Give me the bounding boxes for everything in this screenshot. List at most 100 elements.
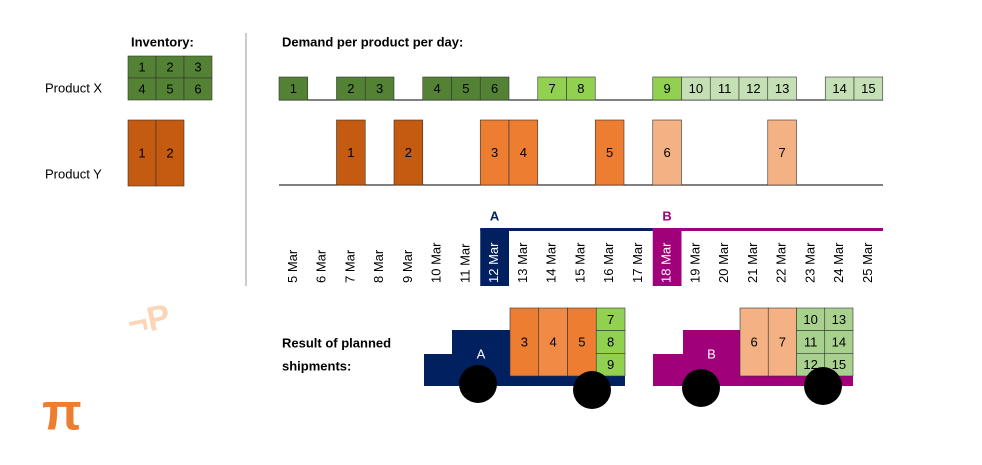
inventory-cell-label: 2 — [166, 145, 173, 160]
cargo-cell-label: 15 — [832, 357, 846, 372]
demand-x-label: 7 — [549, 81, 556, 96]
cargo-cell-label: 7 — [779, 334, 786, 349]
demand-x-label: 2 — [347, 81, 354, 96]
day-label: 6 Mar — [314, 249, 329, 283]
demand-x — [566, 76, 596, 101]
demand-y-label: 4 — [520, 145, 527, 160]
demand-x — [767, 76, 797, 101]
cargo-cell-label: 3 — [521, 334, 528, 349]
day-label: 14 Mar — [544, 242, 559, 283]
cargo-cell-label: 4 — [550, 334, 557, 349]
demand-y-label: 1 — [347, 145, 354, 160]
inventory-cell-label: 4 — [138, 81, 145, 96]
result-title: Result of planned — [282, 335, 391, 350]
product-label: Product X — [45, 80, 102, 95]
day-label: 23 Mar — [802, 242, 817, 283]
demand-y — [393, 119, 424, 186]
cargo-cell-label: 7 — [607, 312, 614, 327]
inventory-cell-label: 3 — [194, 59, 201, 74]
cargo-cell — [739, 307, 769, 377]
inventory-cell — [183, 77, 213, 101]
demand-x-label: 1 — [290, 81, 297, 96]
day-label: 8 Mar — [371, 249, 386, 283]
demand-x-label: 5 — [462, 81, 469, 96]
cargo-cell — [595, 353, 626, 377]
wheel — [682, 369, 720, 407]
demand-y — [479, 119, 510, 186]
cargo-cell-label: 6 — [751, 334, 758, 349]
day-label: 10 Mar — [429, 242, 444, 283]
day-label: 17 Mar — [630, 242, 645, 283]
shipment-line — [652, 228, 883, 231]
demand-x-label: 9 — [664, 81, 671, 96]
demand-y-label: 5 — [606, 145, 613, 160]
demand-x-label: 6 — [491, 81, 498, 96]
result-title: shipments: — [282, 358, 351, 373]
cargo-cell — [538, 307, 568, 377]
day-label: 12 Mar — [486, 242, 501, 283]
inventory-cell — [127, 119, 157, 187]
demand-x-label: 13 — [775, 81, 789, 96]
demand-title: Demand per product per day: — [282, 34, 463, 49]
demand-y-label: 2 — [405, 145, 412, 160]
demand-y — [336, 119, 366, 186]
day-label: 16 Mar — [601, 242, 616, 283]
day-label: 15 Mar — [572, 242, 587, 283]
demand-x-label: 12 — [746, 81, 760, 96]
demand-x — [278, 76, 309, 101]
cargo-cell-label: 9 — [607, 357, 614, 372]
demand-x — [364, 76, 395, 101]
cargo-cell-label: 10 — [803, 312, 817, 327]
shipment-day — [480, 229, 509, 286]
cargo-cell-label: 5 — [578, 334, 585, 349]
demand-x-label: 15 — [861, 81, 875, 96]
inventory-cell-label: 1 — [138, 59, 145, 74]
day-label: 25 Mar — [860, 242, 875, 283]
wheel — [459, 365, 497, 403]
cargo-cell-label: 8 — [607, 334, 614, 349]
inventory-cell-label: 5 — [166, 81, 173, 96]
logo: π — [42, 384, 82, 442]
inventory-cell — [155, 119, 185, 187]
demand-x — [479, 76, 510, 101]
shipment-day — [652, 229, 682, 286]
shipment-marker: A — [490, 208, 500, 223]
cargo-cell-label: 12 — [803, 357, 817, 372]
day-label: 21 Mar — [745, 242, 760, 283]
demand-x — [853, 76, 884, 101]
cargo-cell-label: 14 — [832, 334, 846, 349]
cargo-cell — [509, 307, 540, 377]
inventory-cell-label: 6 — [194, 81, 201, 96]
demand-x-label: 10 — [689, 81, 703, 96]
demand-y-label: 7 — [779, 145, 786, 160]
demand-x-label: 3 — [376, 81, 383, 96]
inventory-cell-label: 2 — [166, 59, 173, 74]
demand-y — [508, 119, 539, 186]
cargo-cell — [567, 307, 597, 377]
demand-y — [652, 119, 682, 186]
cargo-cell — [767, 307, 797, 377]
product-label: Product Y — [45, 166, 102, 181]
wheel — [573, 371, 611, 409]
cargo-cell-label: 11 — [804, 334, 818, 349]
day-label: 5 Mar — [285, 249, 300, 283]
demand-y-label: 6 — [664, 145, 671, 160]
inventory-title: Inventory: — [131, 34, 194, 49]
shipment-line — [480, 228, 653, 231]
day-label: 13 Mar — [515, 242, 530, 283]
day-label: 20 Mar — [716, 242, 731, 283]
wheel — [804, 367, 842, 405]
day-label: 11 Mar — [457, 243, 472, 283]
day-label: 22 Mar — [774, 242, 789, 283]
day-label: 9 Mar — [400, 249, 415, 283]
demand-x-label: 8 — [577, 81, 584, 96]
demand-x-label: 11 — [718, 81, 732, 96]
inventory-cell-label: 1 — [138, 145, 145, 160]
day-label: 7 Mar — [342, 249, 357, 283]
demand-y — [767, 119, 797, 186]
demand-x-label: 14 — [832, 81, 846, 96]
truck-label: B — [707, 346, 716, 361]
watermark: ¬P — [124, 297, 174, 343]
truck-label: A — [477, 346, 486, 361]
